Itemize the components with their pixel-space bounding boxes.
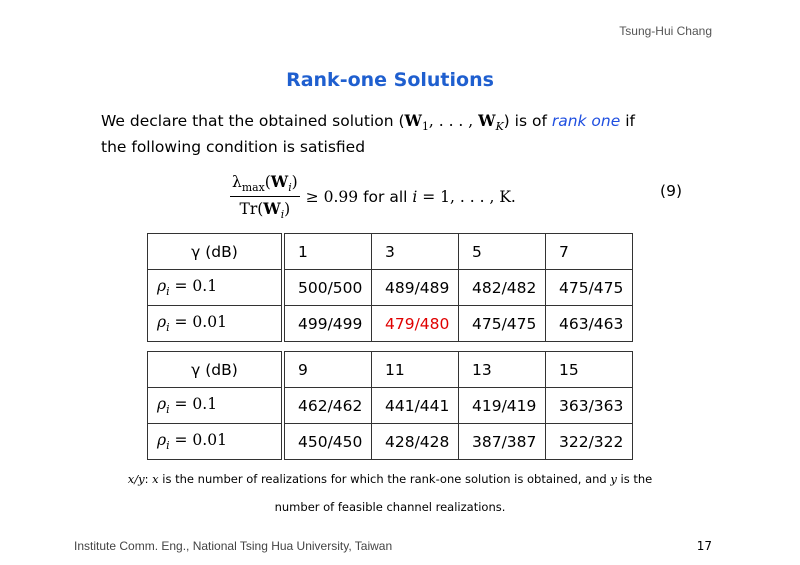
paren: ) [284,200,291,219]
header-cell: 13 [458,351,546,388]
cell-highlighted: 479/480 [371,305,459,342]
fraction: λmax(Wi) Tr(Wi) [230,172,300,221]
lambda: λ [232,173,242,191]
math-sub: i [280,208,285,222]
fraction-denominator: Tr(Wi) [239,197,290,221]
table-row: ρi = 0.1 462/462 441/441 419/419 363/363 [147,387,633,424]
math-y: y [610,472,617,486]
rho: ρ [157,394,167,413]
paren: ( [264,173,271,191]
cell: 441/441 [371,387,459,424]
fraction-numerator: λmax(Wi) [230,172,300,198]
cell: 482/482 [458,269,546,306]
results-table-1: γ (dB) 1 3 5 7 ρi = 0.1 500/500 489/489 … [147,233,633,342]
cell: 499/499 [282,305,372,342]
cell: 419/419 [458,387,546,424]
sub: i [166,321,170,335]
row-label: ρi = 0.1 [147,269,285,306]
max-sub: max [241,181,265,195]
header-gamma: γ (dB) [147,351,285,388]
header-cell: 15 [545,351,633,388]
text: is the [616,472,653,486]
rhs-inequality: ≥ 0.99 [305,187,359,206]
cell: 489/489 [371,269,459,306]
cell: 500/500 [282,269,372,306]
header-cell: 5 [458,233,546,270]
table-header-row: γ (dB) 1 3 5 7 [147,233,633,270]
row-label: ρi = 0.1 [147,387,285,424]
text: : [144,472,153,486]
rho: ρ [157,276,167,295]
math-dots: , . . . , [428,112,479,130]
header-cell: 11 [371,351,459,388]
text: if [620,112,635,130]
cell: 475/475 [458,305,546,342]
math-sub: K [495,120,504,134]
sub: i [166,403,170,417]
cell: 322/322 [545,423,633,460]
rhs-range: = 1, . . . , K. [417,187,516,206]
rhs: = 0.1 [169,394,218,413]
header-cell: 7 [545,233,633,270]
rhs-text: for all [358,187,413,206]
cell: 428/428 [371,423,459,460]
table-header-row: γ (dB) 9 11 13 15 [147,351,633,388]
intro-line-1: We declare that the obtained solution (W… [101,111,635,133]
slide-title: Rank-one Solutions [286,69,494,91]
page-number: 17 [696,539,712,553]
math-xy: x/y [127,472,145,486]
math-sub: i [288,181,292,195]
rhs: = 0.1 [169,276,218,295]
rhs: = 0.01 [169,430,227,449]
table-row: ρi = 0.1 500/500 489/489 482/482 475/475 [147,269,633,306]
math-sub: 1 [421,120,429,134]
cell: 450/450 [282,423,372,460]
cell: 363/363 [545,387,633,424]
sub: i [166,439,170,453]
rho: ρ [157,312,167,331]
rho: ρ [157,430,167,449]
table-note-line-2: number of feasible channel realizations. [274,500,506,514]
cell: 475/475 [545,269,633,306]
header-gamma: γ (dB) [147,233,285,270]
footer-institution: Institute Comm. Eng., National Tsing Hua… [74,539,393,553]
table-note: x/y: x is the number of realizations for… [0,472,780,486]
math-x: x [152,472,159,486]
paren: ) [291,173,298,191]
cell: 387/387 [458,423,546,460]
equation-number: (9) [660,182,682,200]
emphasis-rank-one: rank one [551,112,621,130]
text: ) is of [503,112,552,130]
math-w: W [270,172,289,191]
math-i: i [412,187,418,206]
header-cell: 1 [282,233,372,270]
math-w: W [263,199,281,219]
rhs: = 0.01 [169,312,227,331]
table-row: ρi = 0.01 450/450 428/428 387/387 322/32… [147,423,633,460]
sub: i [166,285,170,299]
row-label: ρi = 0.01 [147,305,285,342]
cell: 462/462 [282,387,372,424]
header-cell: 3 [371,233,459,270]
header-cell: 9 [282,351,372,388]
author-header: Tsung-Hui Chang [619,24,712,38]
trace: Tr( [239,200,264,219]
row-label: ρi = 0.01 [147,423,285,460]
math-w: W [404,111,422,130]
math-w: W [478,111,496,130]
equation-9: λmax(Wi) Tr(Wi) ≥ 0.99 for all i = 1, . … [230,172,516,221]
table-row: ρi = 0.01 499/499 479/480 475/475 463/46… [147,305,633,342]
text: is the number of realizations for which … [158,472,611,486]
intro-line-2: the following condition is satisfied [101,138,366,156]
results-table-2: γ (dB) 9 11 13 15 ρi = 0.1 462/462 441/4… [147,351,633,460]
text: We declare that the obtained solution ( [101,112,405,130]
cell: 463/463 [545,305,633,342]
